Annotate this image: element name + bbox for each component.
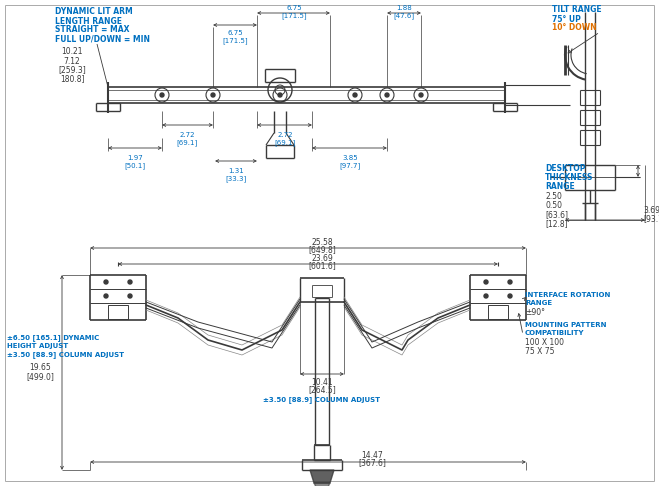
Text: 1.97: 1.97 — [127, 155, 143, 161]
Circle shape — [385, 93, 389, 97]
Text: [171.5]: [171.5] — [222, 37, 248, 44]
Text: 6.75: 6.75 — [227, 30, 243, 36]
Text: [649.8]: [649.8] — [308, 245, 336, 255]
Text: HEIGHT ADJUST: HEIGHT ADJUST — [7, 343, 69, 349]
Bar — [488, 305, 508, 319]
Circle shape — [484, 280, 488, 284]
Text: 2.50: 2.50 — [545, 191, 562, 201]
Text: 75 X 75: 75 X 75 — [525, 347, 554, 355]
Circle shape — [484, 294, 488, 298]
Text: [499.0]: [499.0] — [26, 372, 54, 381]
Text: ±3.50 [88.9] COLUMN ADJUST: ±3.50 [88.9] COLUMN ADJUST — [264, 397, 380, 403]
Text: COMPATIBILITY: COMPATIBILITY — [525, 330, 585, 336]
Text: 75° UP: 75° UP — [552, 15, 581, 23]
Circle shape — [508, 294, 512, 298]
Circle shape — [128, 294, 132, 298]
Text: 2.72: 2.72 — [277, 132, 293, 138]
Circle shape — [508, 280, 512, 284]
Text: ±6.50 [165.1] DYNAMIC: ±6.50 [165.1] DYNAMIC — [7, 334, 100, 342]
Text: [50.1]: [50.1] — [125, 163, 146, 170]
Text: [264.5]: [264.5] — [308, 385, 336, 395]
Circle shape — [211, 93, 215, 97]
Text: 180.8]: 180.8] — [60, 74, 84, 84]
Text: TILT RANGE: TILT RANGE — [552, 5, 602, 15]
Polygon shape — [310, 470, 334, 483]
Text: [97.7]: [97.7] — [339, 163, 360, 170]
Text: STRAIGHT = MAX: STRAIGHT = MAX — [55, 25, 130, 35]
Text: ±3.50 [88.9] COLUMN ADJUST: ±3.50 [88.9] COLUMN ADJUST — [7, 351, 124, 359]
Text: 3.85: 3.85 — [342, 155, 358, 161]
Text: LENGTH RANGE: LENGTH RANGE — [55, 17, 122, 25]
Circle shape — [278, 93, 282, 97]
Text: 1.31: 1.31 — [228, 168, 244, 174]
Text: [63.6]: [63.6] — [545, 210, 568, 220]
Bar — [108, 305, 128, 319]
Polygon shape — [314, 483, 330, 486]
Text: 10.21: 10.21 — [61, 48, 83, 56]
Text: 100 X 100: 100 X 100 — [525, 337, 564, 347]
Text: 2.72: 2.72 — [179, 132, 195, 138]
Text: [69.1]: [69.1] — [177, 139, 198, 146]
Text: THICKNESS: THICKNESS — [545, 173, 593, 181]
Text: 1.88: 1.88 — [396, 5, 412, 11]
Text: FULL UP/DOWN = MIN: FULL UP/DOWN = MIN — [55, 35, 150, 44]
Text: [47.6]: [47.6] — [393, 13, 415, 19]
Text: [601.6]: [601.6] — [308, 261, 336, 271]
Text: ±90°: ±90° — [525, 308, 545, 316]
Text: DYNAMIC LIT ARM: DYNAMIC LIT ARM — [55, 7, 132, 17]
Text: [33.3]: [33.3] — [225, 175, 246, 182]
Text: 23.69: 23.69 — [311, 254, 333, 262]
Text: 7.12: 7.12 — [64, 56, 80, 66]
Text: [171.5]: [171.5] — [281, 13, 307, 19]
Circle shape — [128, 280, 132, 284]
Circle shape — [353, 93, 357, 97]
Circle shape — [419, 93, 423, 97]
Text: INTERFACE ROTATION: INTERFACE ROTATION — [525, 292, 610, 298]
Text: [12.8]: [12.8] — [545, 220, 567, 228]
Text: 25.58: 25.58 — [311, 238, 333, 246]
Text: RANGE: RANGE — [525, 300, 552, 306]
Circle shape — [104, 294, 108, 298]
Text: 0.50: 0.50 — [545, 201, 562, 209]
Text: RANGE: RANGE — [545, 181, 575, 191]
Circle shape — [104, 280, 108, 284]
Text: [69.1]: [69.1] — [274, 139, 296, 146]
Text: 10° DOWN: 10° DOWN — [552, 23, 596, 33]
Text: [93.7]: [93.7] — [643, 214, 659, 224]
Text: DESKTOP: DESKTOP — [545, 163, 585, 173]
Text: 19.65: 19.65 — [29, 363, 51, 372]
Text: [367.6]: [367.6] — [358, 458, 386, 468]
Text: MOUNTING PATTERN: MOUNTING PATTERN — [525, 322, 606, 328]
Text: 10.41: 10.41 — [311, 378, 333, 386]
Text: 14.47: 14.47 — [361, 451, 383, 459]
Text: [259.3]: [259.3] — [58, 66, 86, 74]
Text: 6.75: 6.75 — [286, 5, 302, 11]
Text: 3.69: 3.69 — [643, 206, 659, 214]
Circle shape — [160, 93, 164, 97]
